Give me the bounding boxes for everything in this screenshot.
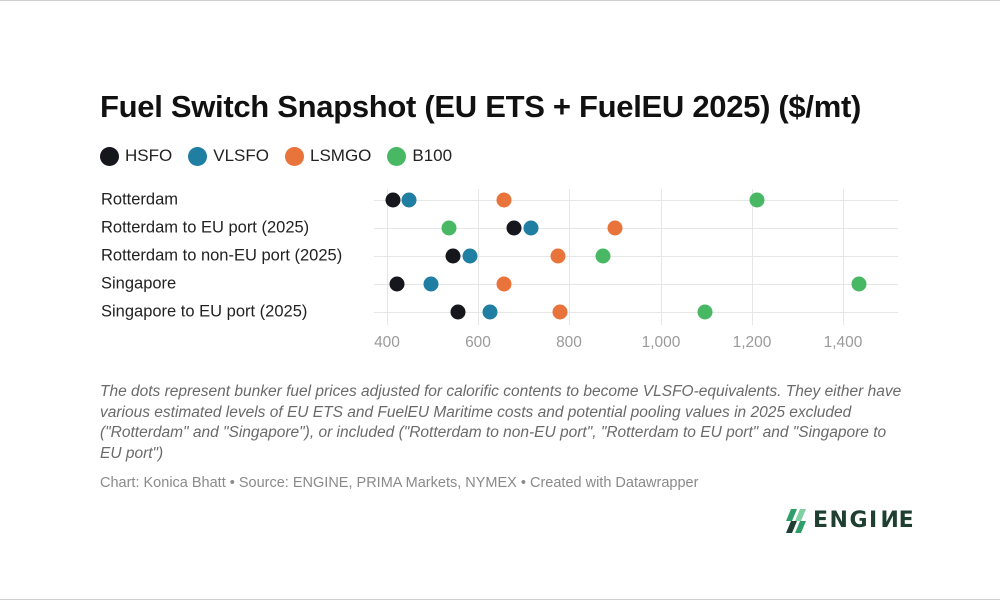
legend-dot-lsmgo-icon bbox=[284, 146, 304, 166]
row-label: Rotterdam bbox=[101, 190, 179, 209]
legend-label: B100 bbox=[412, 146, 453, 165]
legend-dot-b100-icon bbox=[387, 146, 407, 166]
legend-item-vlsfo: VLSFO bbox=[188, 146, 269, 166]
gridline-horizontal bbox=[374, 256, 898, 257]
legend-dot-vlsfo-icon bbox=[188, 146, 208, 166]
gridline-vertical bbox=[387, 189, 388, 325]
gridline-vertical bbox=[752, 189, 753, 325]
x-tick-label: 1,400 bbox=[823, 334, 863, 351]
gridline-horizontal bbox=[374, 312, 898, 313]
data-dot-vlsfo[interactable] bbox=[401, 192, 417, 208]
data-dot-lsmgo[interactable] bbox=[496, 276, 512, 292]
gridline-vertical bbox=[661, 189, 662, 325]
data-dot-lsmgo[interactable] bbox=[607, 220, 622, 236]
x-tick-label: 1,200 bbox=[732, 334, 772, 351]
data-dot-vlsfo[interactable] bbox=[523, 220, 539, 236]
data-dot-lsmgo[interactable] bbox=[550, 248, 565, 264]
x-tick-label: 1,000 bbox=[641, 334, 681, 351]
row-label: Rotterdam to EU port (2025) bbox=[101, 218, 310, 237]
legend-dot-hsfo-icon bbox=[100, 146, 119, 166]
data-dot-vlsfo[interactable] bbox=[462, 248, 477, 264]
dot-plot: 400 600 800 1,000 1,200 1,400 Rotterdam Rotterd… bbox=[0, 1, 1000, 361]
legend-item-b100: B100 bbox=[387, 146, 452, 166]
row-label: Rotterdam to non-EU port (2025) bbox=[101, 246, 343, 265]
data-dot-vlsfo[interactable] bbox=[423, 276, 439, 292]
data-dot-lsmgo[interactable] bbox=[496, 192, 512, 208]
legend-item-hsfo: HSFO bbox=[100, 146, 172, 166]
data-dot-hsfo[interactable] bbox=[506, 220, 522, 236]
x-tick-label: 400 bbox=[374, 334, 400, 351]
legend-item-lsmgo: LSMGO bbox=[284, 146, 372, 166]
data-dot-hsfo[interactable] bbox=[445, 248, 461, 264]
data-dot-lsmgo[interactable] bbox=[552, 304, 568, 320]
gridline-vertical bbox=[478, 189, 479, 325]
gridline-horizontal bbox=[374, 228, 898, 229]
data-dot-vlsfo[interactable] bbox=[482, 304, 498, 320]
data-dot-hsfo[interactable] bbox=[450, 304, 466, 320]
gridline-vertical bbox=[569, 189, 570, 325]
chart-title: Fuel Switch Snapshot (EU ETS + FuelEU 20… bbox=[100, 89, 861, 124]
data-dot-hsfo[interactable] bbox=[389, 276, 405, 292]
data-dot-b100[interactable] bbox=[595, 248, 611, 264]
legend: HSFO VLSFO LSMGO B100 bbox=[100, 146, 468, 166]
chart-credit: Chart: Konica Bhatt • Source: ENGINE, PR… bbox=[100, 475, 699, 491]
gridline-horizontal bbox=[374, 284, 898, 285]
gridline-vertical bbox=[843, 189, 844, 325]
legend-label: HSFO bbox=[125, 146, 173, 165]
data-dot-hsfo[interactable] bbox=[385, 192, 401, 208]
legend-label: LSMGO bbox=[309, 146, 372, 165]
engine-logo: ENGINE bbox=[785, 508, 915, 533]
row-label: Singapore to EU port (2025) bbox=[101, 302, 308, 321]
data-dot-b100[interactable] bbox=[697, 304, 713, 320]
data-dot-b100[interactable] bbox=[749, 192, 765, 208]
x-tick-label: 600 bbox=[465, 334, 491, 351]
x-tick-label: 800 bbox=[556, 334, 582, 351]
data-dot-b100[interactable] bbox=[851, 276, 867, 292]
engine-logo-mark-icon bbox=[786, 508, 806, 533]
row-label: Singapore bbox=[101, 274, 177, 293]
chart-notes: The dots represent bunker fuel prices ad… bbox=[100, 383, 902, 462]
gridline-horizontal bbox=[374, 200, 898, 201]
data-dot-b100[interactable] bbox=[441, 220, 457, 236]
legend-label: VLSFO bbox=[213, 146, 269, 165]
engine-logo-text: ENGINE bbox=[813, 508, 916, 533]
